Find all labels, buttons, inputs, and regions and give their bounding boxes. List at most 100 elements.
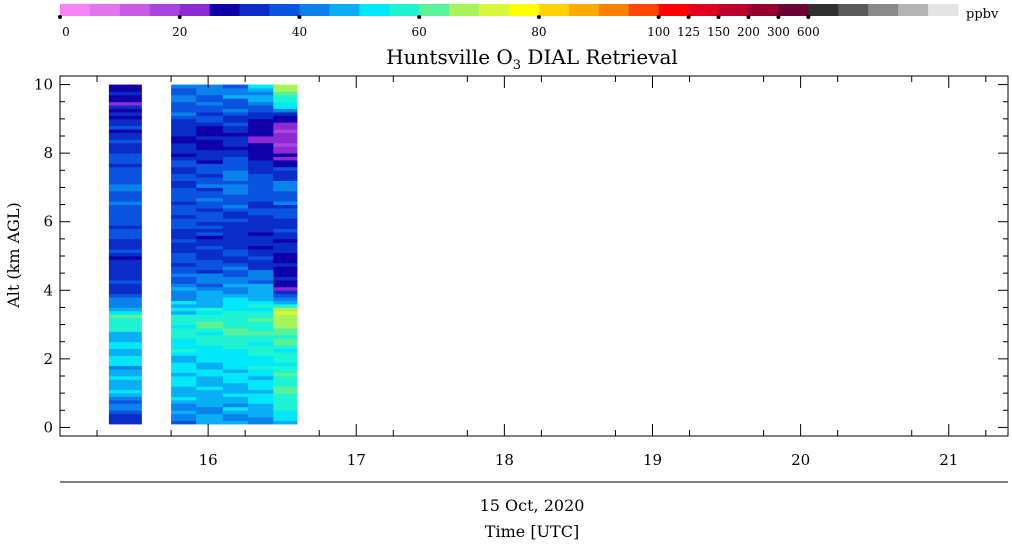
heatmap-cell [222,184,249,188]
heatmap-cell [196,245,224,250]
heatmap-cell [108,280,142,284]
heatmap-cell [222,293,249,298]
heatmap-cell [248,98,274,103]
heatmap-cell [248,358,274,363]
heatmap-cell [108,218,142,223]
heatmap-cell [273,379,298,384]
heatmap-cell [248,118,274,123]
heatmap-cell [171,283,197,288]
heatmap-cell [196,204,224,209]
heatmap-cell [171,348,197,353]
heatmap-cell [222,115,249,120]
heatmap-cell [171,149,197,154]
chart-title-subscript: 3 [513,58,521,73]
heatmap-cell [196,91,224,96]
heatmap-cell [171,290,197,295]
heatmap-cell [222,372,249,377]
heatmap-cell [248,262,274,267]
heatmap-cell [196,149,224,154]
y-tick-label: 4 [43,281,53,299]
heatmap-cell [273,153,298,157]
heatmap-cell [196,132,224,137]
heatmap-cell [273,180,298,185]
heatmap-cell [222,362,249,367]
colorbar-cell [598,4,630,16]
heatmap-cell [273,334,298,339]
heatmap-cell [273,197,298,202]
heatmap-cell [248,177,274,181]
heatmap-cell [273,122,298,127]
heatmap-cell [171,300,197,305]
heatmap-cell [171,163,197,168]
heatmap-cell [248,136,274,140]
heatmap-cell [196,389,224,394]
heatmap-cell [273,242,298,247]
heatmap-cell [273,177,298,181]
heatmap-cell [108,221,142,226]
heatmap-cell [222,228,249,233]
heatmap-cell [222,389,249,394]
heatmap-cell [108,125,142,130]
colorbar-cell [479,4,510,16]
heatmap-cell [273,269,298,274]
heatmap-cell [171,88,197,92]
heatmap-cell [196,118,224,123]
heatmap-cell [222,218,249,223]
heatmap-cell [108,132,142,137]
heatmap-cell [108,84,142,89]
heatmap-cell [171,369,197,373]
heatmap-cell [248,355,274,360]
heatmap-cell [248,273,274,277]
heatmap-cell [273,112,298,116]
heatmap-cell [171,280,197,284]
heatmap-cell [248,269,274,274]
heatmap-cell [171,273,197,277]
heatmap-cell [108,235,142,240]
colorbar-tick-mark [806,15,811,19]
heatmap-cell [108,410,142,415]
heatmap-cell [273,355,298,360]
heatmap-cell [196,146,224,151]
heatmap-cell [273,338,298,343]
heatmap-cell [108,417,142,421]
heatmap-column [171,84,197,425]
heatmap-cell [222,132,249,137]
colorbar-cell [419,4,450,16]
heatmap-cell [222,369,249,373]
heatmap-cell [222,160,249,164]
heatmap-cell [222,105,249,109]
heatmap-cell [248,214,274,219]
heatmap-cell [108,286,142,291]
heatmap-cell [222,396,249,401]
heatmap-cell [171,382,197,387]
heatmap-cell [171,266,197,271]
heatmap-cell [108,314,142,319]
heatmap-cell [108,304,142,308]
colorbar-tick-mark [776,15,781,19]
heatmap-cell [248,297,274,301]
colorbar: 0 20 40 60 80 100 125 150 200 300 600 ppbv [58,4,999,39]
heatmap-cell [248,334,274,339]
heatmap-cell [273,389,298,394]
heatmap-cell [108,170,142,175]
heatmap-cell [196,190,224,195]
colorbar-tick-label: 125 [677,25,700,39]
heatmap-cell [248,331,274,336]
x-tick-label: 16 [199,451,218,469]
heatmap-cell [196,249,224,253]
heatmap-cell [108,341,142,346]
heatmap-cell [248,94,274,99]
heatmap-cell [108,108,142,113]
heatmap-cell [108,129,142,133]
heatmap-cell [108,372,142,377]
heatmap-cell [273,235,298,240]
colorbar-tick-mark [746,15,751,19]
heatmap-cell [222,403,249,408]
heatmap-cell [108,201,142,205]
heatmap-cell [171,187,197,192]
heatmap-cell [196,160,224,164]
colorbar-tick-label: 20 [172,25,187,39]
heatmap-cell [273,362,298,367]
heatmap-cell [248,238,274,243]
